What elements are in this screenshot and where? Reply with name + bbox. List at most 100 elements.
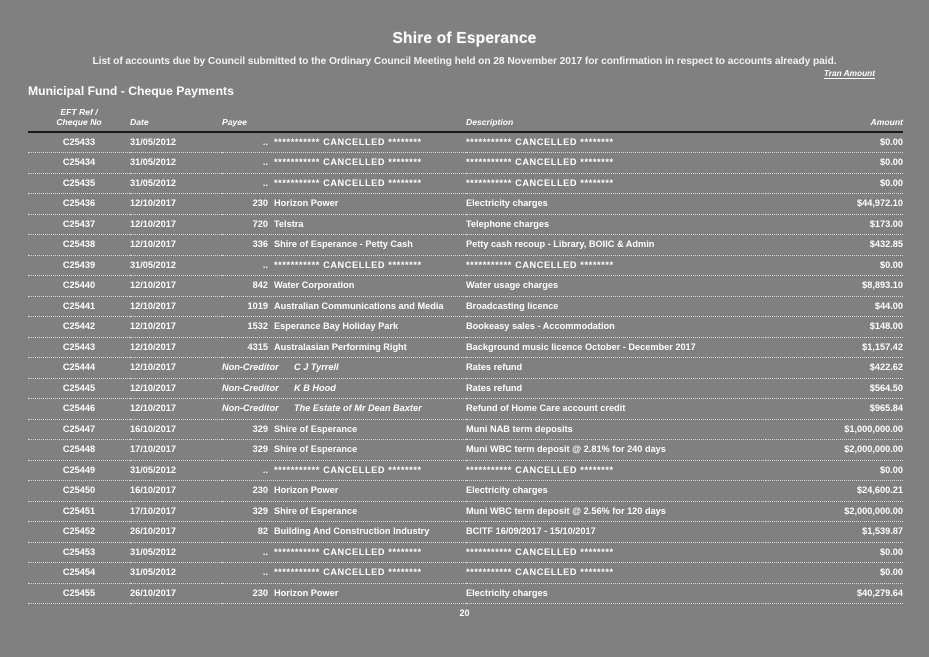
payee-name: *********** CANCELLED ********	[274, 546, 422, 557]
payee-name: *********** CANCELLED ********	[274, 464, 422, 475]
cell-amount: $965.84	[766, 398, 903, 420]
cell-date: 26/10/2017	[130, 583, 222, 605]
payee-name: Water Corporation	[274, 280, 355, 291]
payee-code: 329	[252, 444, 268, 455]
cell-amount: $2,000,000.00	[766, 439, 903, 461]
cell-date: 12/10/2017	[130, 214, 222, 236]
payee-name: Horizon Power	[274, 198, 339, 209]
payee-code: 720	[252, 218, 268, 229]
cell-date: 12/10/2017	[130, 234, 222, 256]
cell-date: 31/05/2012	[130, 542, 222, 564]
cell-date: 12/10/2017	[130, 337, 222, 359]
cell-description: Muni NAB term deposits	[466, 419, 766, 441]
payee-name: *********** CANCELLED ********	[274, 157, 422, 168]
cell-amount: $0.00	[766, 562, 903, 584]
cell-date: 12/10/2017	[130, 275, 222, 297]
cell-payee: Non-Creditor C J Tyrrell	[222, 357, 466, 379]
payee-code: 82	[257, 526, 268, 537]
cell-description: *********** CANCELLED ********	[466, 173, 766, 195]
cell-amount: $44.00	[766, 296, 903, 318]
cell-payee: 230 Horizon Power	[222, 583, 466, 605]
cell-cheque-no: C25437	[28, 214, 130, 236]
cell-date: 26/10/2017	[130, 521, 222, 543]
table-header-row: EFT Ref / Cheque No Date Payee Descripti…	[28, 107, 903, 133]
cell-cheque-no: C25433	[28, 131, 130, 154]
cell-description: *********** CANCELLED ********	[466, 542, 766, 564]
payee-name: Shire of Esperance	[274, 505, 358, 516]
page-title: Shire of Esperance	[392, 30, 537, 47]
cell-payee: 329 Shire of Esperance	[222, 501, 466, 523]
table-row: C25453 31/05/2012.. *********** CANCELLED …	[28, 542, 903, 564]
table-row: C25452 26/10/2017 82 Building And Construct…	[28, 521, 903, 543]
cell-payee: 336 Shire of Esperance - Petty Cash	[222, 234, 466, 256]
cell-cheque-no: C25440	[28, 275, 130, 297]
table-row: C25449 31/05/2012.. *********** CANCELLED …	[28, 460, 903, 482]
payee-name: Telstra	[274, 218, 304, 229]
cell-date: 12/10/2017	[130, 193, 222, 215]
cell-date: 12/10/2017	[130, 316, 222, 338]
cell-cheque-no: C25443	[28, 337, 130, 359]
payee-name: K B Hood	[294, 382, 336, 393]
cell-payee: 329 Shire of Esperance	[222, 419, 466, 441]
cell-description: *********** CANCELLED ********	[466, 460, 766, 482]
table-row: C25450 16/10/2017 230 Horizon Power Electric…	[28, 480, 903, 502]
payee-code: 842	[252, 280, 268, 291]
table-row: C25444 12/10/2017 Non-Creditor C J Tyrrell R…	[28, 357, 903, 379]
cell-description: Bookeasy sales - Accommodation	[466, 316, 766, 338]
cell-amount: $148.00	[766, 316, 903, 338]
cell-payee: 230 Horizon Power	[222, 480, 466, 502]
cell-cheque-no: C25441	[28, 296, 130, 318]
cell-cheque-no: C25444	[28, 357, 130, 379]
cell-description: Electricity charges	[466, 480, 766, 502]
payee-code: 230	[252, 485, 268, 496]
cell-cheque-no: C25445	[28, 378, 130, 400]
column-header-ref-line1: EFT Ref /	[60, 107, 98, 117]
cell-cheque-no: C25438	[28, 234, 130, 256]
cell-payee: .. *********** CANCELLED ********	[222, 152, 466, 174]
cell-payee: .. *********** CANCELLED ********	[222, 542, 466, 564]
payee-name: Building And Construction Industry	[274, 526, 430, 537]
cell-date: 31/05/2012	[130, 131, 222, 154]
payee-name: *********** CANCELLED ********	[274, 177, 422, 188]
payee-code: ..	[262, 464, 268, 475]
payee-name: *********** CANCELLED ********	[274, 136, 422, 147]
cell-cheque-no: C25449	[28, 460, 130, 482]
cell-cheque-no: C25454	[28, 562, 130, 584]
cell-cheque-no: C25446	[28, 398, 130, 420]
table-row: C25442 12/10/2017 1532 Esperance Bay Holida…	[28, 316, 903, 338]
payee-code: ..	[262, 259, 268, 270]
payee-code: 336	[252, 239, 268, 250]
cell-payee: 4315 Australasian Performing Right	[222, 337, 466, 359]
cell-date: 16/10/2017	[130, 480, 222, 502]
payee-code: 329	[252, 423, 268, 434]
cell-payee: 842 Water Corporation	[222, 275, 466, 297]
cell-cheque-no: C25453	[28, 542, 130, 564]
cell-amount: $0.00	[766, 460, 903, 482]
column-header-amount: Amount	[766, 108, 903, 133]
payee-code: Non-Creditor	[222, 403, 279, 414]
payments-table-wrap: EFT Ref / Cheque No Date Payee Descripti…	[28, 107, 903, 605]
cell-cheque-no: C25451	[28, 501, 130, 523]
cell-cheque-no: C25434	[28, 152, 130, 174]
cell-description: Rates refund	[466, 378, 766, 400]
cell-payee: Non-Creditor The Estate of Mr Dean Baxter	[222, 398, 466, 420]
cell-date: 17/10/2017	[130, 439, 222, 461]
payee-name: Horizon Power	[274, 587, 339, 598]
table-row: C25434 31/05/2012.. *********** CANCELLED …	[28, 152, 903, 174]
cell-date: 17/10/2017	[130, 501, 222, 523]
cell-date: 12/10/2017	[130, 398, 222, 420]
column-header-ref-line2: Cheque No	[56, 116, 102, 127]
cell-date: 31/05/2012	[130, 173, 222, 195]
cell-payee: 720 Telstra	[222, 214, 466, 236]
cell-date: 16/10/2017	[130, 419, 222, 441]
cell-payee: 82 Building And Construction Industry	[222, 521, 466, 543]
tran-amount-label: Tran Amount	[823, 68, 875, 79]
cell-cheque-no: C25455	[28, 583, 130, 605]
table-row: C25433 31/05/2012.. *********** CANCELLED …	[28, 131, 903, 154]
payee-name: Australasian Performing Right	[274, 341, 407, 352]
cell-description: *********** CANCELLED ********	[466, 152, 766, 174]
table-row: C25437 12/10/2017 720 Telstra Telephone char…	[28, 214, 903, 236]
cell-cheque-no: C25448	[28, 439, 130, 461]
table-row: C25454 31/05/2012.. *********** CANCELLED …	[28, 562, 903, 584]
table-row: C25439 31/05/2012.. *********** CANCELLED …	[28, 255, 903, 277]
